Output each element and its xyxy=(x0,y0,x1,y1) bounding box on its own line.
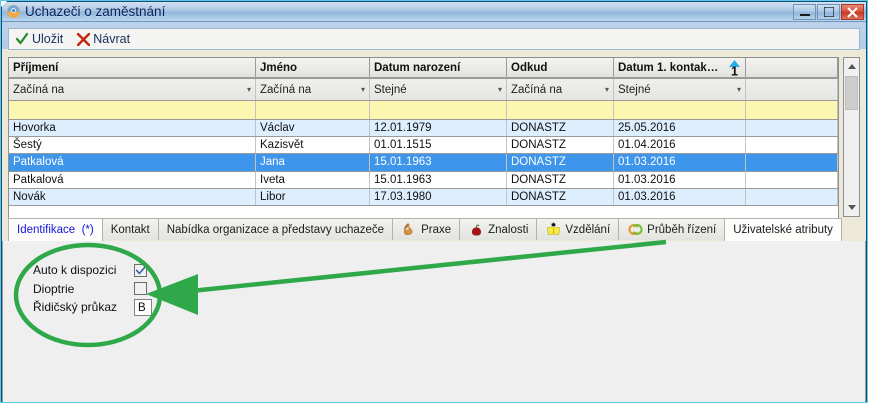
svg-text:1: 1 xyxy=(731,64,738,76)
